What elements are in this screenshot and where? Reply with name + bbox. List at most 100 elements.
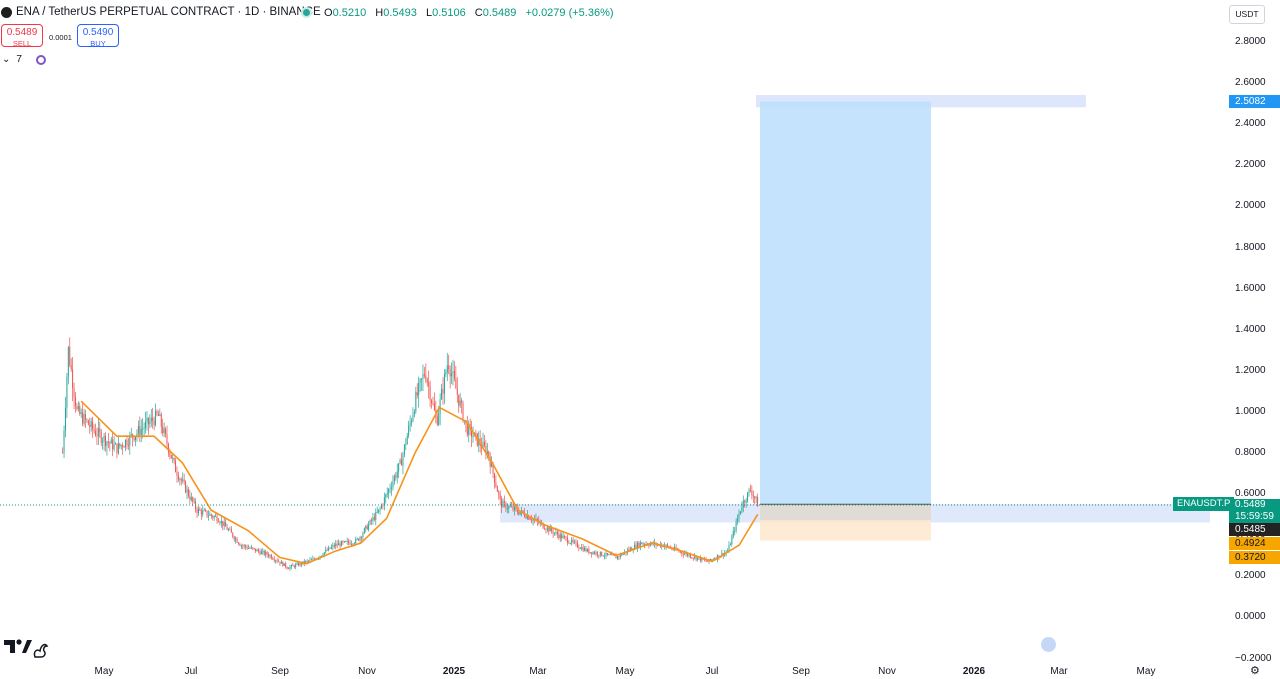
symbol-logo-icon <box>1 7 12 18</box>
symbol-title[interactable]: ENA / TetherUS PERPETUAL CONTRACT · 1D ·… <box>16 6 321 18</box>
candle-body <box>203 510 205 512</box>
price-chart[interactable] <box>0 0 1212 660</box>
candle-body <box>489 457 491 467</box>
candle-body <box>225 522 227 527</box>
time-tick-label: 2025 <box>442 666 466 677</box>
candle-body <box>113 444 115 450</box>
candle-body <box>116 443 118 454</box>
candle-body <box>343 541 345 543</box>
currency-selector[interactable]: USDT <box>1229 5 1265 24</box>
time-axis[interactable]: May Jul Sep Nov 2025 Mar May Jul Sep Nov 2026 Mar Ma… <box>0 660 1212 679</box>
candle-body <box>737 518 739 522</box>
candle-body <box>236 538 238 543</box>
candle-body <box>306 560 308 562</box>
candle-body <box>268 554 270 557</box>
candle-body <box>568 542 570 544</box>
spread-value: 0.0001 <box>49 33 72 42</box>
candle-body <box>329 547 331 549</box>
candle-body <box>735 521 737 531</box>
price-tick-label: 1.0000 <box>1235 405 1266 417</box>
time-tick-label: May <box>1136 666 1156 677</box>
candle-body <box>313 558 315 560</box>
candle-body <box>422 374 424 379</box>
buy-price: 0.5490 <box>82 27 114 38</box>
close-key: C <box>474 7 483 19</box>
time-tick-label: Mar <box>529 666 547 677</box>
candle-body <box>618 556 620 558</box>
candle-body <box>199 508 201 511</box>
candle-body <box>403 444 405 455</box>
candle-body <box>605 553 607 556</box>
candle-body <box>222 520 224 526</box>
candle-body <box>609 554 611 556</box>
gear-icon[interactable]: ⚙ <box>1250 665 1260 677</box>
time-tick-label: Nov <box>358 666 376 677</box>
candle-body <box>255 548 257 552</box>
candle-body <box>493 473 495 483</box>
candle-body <box>248 547 250 549</box>
scroll-to-realtime-button[interactable] <box>1041 637 1056 652</box>
time-tick-label: Jul <box>184 666 198 677</box>
candle-body <box>235 538 237 540</box>
candle-body <box>259 551 261 555</box>
buy-button[interactable]: 0.5490 BUY <box>77 24 119 48</box>
indicator-toggle[interactable]: ⌄ 7 <box>2 54 46 65</box>
candle-body <box>511 506 513 508</box>
candle-body <box>684 553 686 555</box>
candle-body <box>598 555 600 556</box>
candle-body <box>326 549 328 551</box>
candle-body <box>535 518 537 520</box>
candle-body <box>529 519 531 521</box>
candle-body <box>705 559 707 561</box>
candle-body <box>159 414 161 416</box>
tradingview-logo-icon[interactable] <box>3 637 49 664</box>
candle-body <box>149 421 151 425</box>
candle-body <box>666 544 668 546</box>
candle-body <box>509 506 511 508</box>
candle-body <box>747 492 749 501</box>
candle-body <box>375 512 377 520</box>
chevron-down-icon[interactable]: ⌄ <box>2 54 11 65</box>
candle-body <box>697 557 699 560</box>
candle-body <box>482 441 484 449</box>
sell-button[interactable]: 0.5489 SELL <box>1 24 43 48</box>
candle-body <box>419 379 421 383</box>
candle-body <box>328 547 330 551</box>
candle-body <box>258 549 260 552</box>
candle-body <box>262 550 264 552</box>
candle-body <box>519 512 521 515</box>
candle-body <box>173 458 175 461</box>
candle-body <box>156 410 158 415</box>
market-open-icon <box>303 9 310 16</box>
price-axis[interactable]: 2.8000 2.6000 2.4000 2.2000 2.0000 1.8000 1.60… <box>1212 0 1280 664</box>
sell-price: 0.5489 <box>6 27 38 38</box>
candle-body <box>160 414 162 427</box>
candle-body <box>177 475 179 480</box>
candle-body <box>755 497 757 499</box>
candle-body <box>308 560 310 562</box>
candle-body <box>147 417 149 425</box>
candle-body <box>426 380 428 383</box>
candle-body <box>431 400 433 403</box>
low-key: L <box>425 7 433 19</box>
candle-body <box>200 510 202 515</box>
candle-body <box>217 521 219 523</box>
candle-body <box>350 543 352 545</box>
candle-body <box>418 382 420 396</box>
candles-layer <box>62 337 759 571</box>
candle-body <box>278 561 280 563</box>
candle-body <box>665 544 667 546</box>
candle-body <box>246 546 248 549</box>
candle-body <box>215 516 217 518</box>
candle-body <box>458 394 460 406</box>
candle-body <box>449 369 451 377</box>
candle-body <box>562 536 564 539</box>
candle-body <box>226 526 228 530</box>
candle-body <box>288 568 290 570</box>
candle-body <box>559 534 561 539</box>
candle-body <box>399 459 401 464</box>
candle-body <box>107 441 109 443</box>
candle-body <box>491 462 493 467</box>
candle-body <box>272 558 274 560</box>
candle-body <box>182 479 184 481</box>
